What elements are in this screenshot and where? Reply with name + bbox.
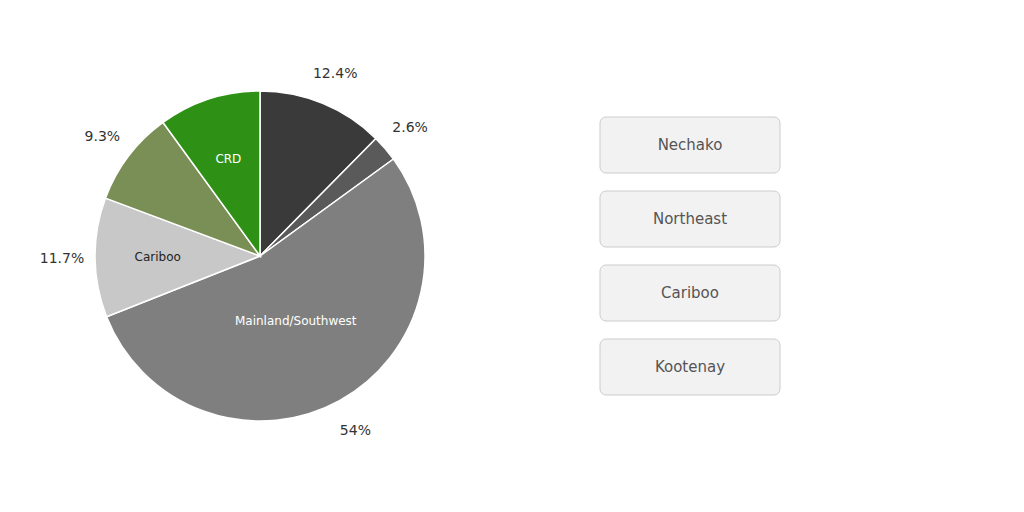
data-label: 11.7%	[40, 250, 84, 266]
data-label: 2.6%	[392, 119, 428, 135]
chart: 12.4% 2.6% 54% Mainland/Southwest 11.7% Carib…	[0, 0, 1024, 512]
pie-slice	[163, 91, 260, 256]
annotation: Kootenay	[655, 358, 725, 376]
annotation-box	[600, 191, 780, 247]
slice-label: Mainland/Southwest	[235, 314, 357, 328]
slice-label: Cariboo	[135, 250, 181, 264]
slices	[95, 91, 425, 421]
annotation: Cariboo	[661, 284, 719, 302]
annotation-box	[600, 117, 780, 173]
data-label: 12.4%	[313, 65, 357, 81]
annotation: Northeast	[653, 210, 727, 228]
labels: 12.4% 2.6% 54% Mainland/Southwest 11.7% Carib…	[40, 65, 428, 438]
data-label: 9.3%	[85, 128, 121, 144]
slice-label: CRD	[215, 152, 241, 166]
annotation-box	[600, 339, 780, 395]
annotation: Nechako	[658, 136, 723, 154]
annotation-box	[600, 265, 780, 321]
data-label: 54%	[340, 422, 371, 438]
annotations: Nechako Northeast Cariboo Kootenay	[600, 117, 780, 395]
